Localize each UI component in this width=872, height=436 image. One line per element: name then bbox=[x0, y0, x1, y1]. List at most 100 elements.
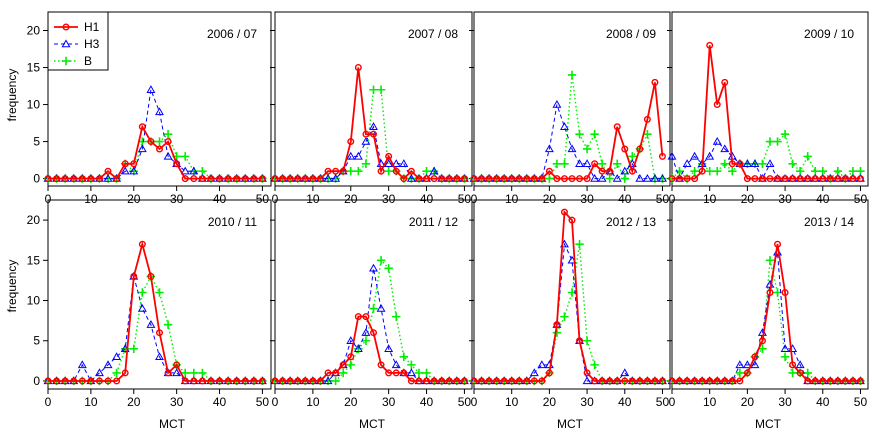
data-point-h1 bbox=[576, 175, 584, 183]
data-point-b bbox=[384, 166, 393, 176]
data-point-h3 bbox=[155, 107, 164, 116]
legend-label-h1: H1 bbox=[84, 20, 100, 34]
data-point-h1 bbox=[181, 175, 189, 183]
series-line-h3 bbox=[474, 242, 663, 382]
data-point-h3 bbox=[429, 166, 439, 175]
data-point-h1 bbox=[811, 377, 819, 385]
data-point-b bbox=[613, 159, 622, 168]
data-point-h1 bbox=[834, 377, 842, 385]
x-tick-label: 10 bbox=[505, 192, 519, 206]
data-point-h1 bbox=[354, 64, 362, 72]
data-point-h3 bbox=[667, 151, 677, 160]
data-point-h1 bbox=[651, 377, 659, 385]
data-point-h1 bbox=[841, 377, 849, 385]
data-point-h3 bbox=[795, 360, 805, 369]
data-point-h1 bbox=[668, 377, 676, 385]
y-axis-label-row-0: frequency bbox=[5, 69, 19, 122]
data-point-h3 bbox=[391, 360, 401, 369]
data-point-h1 bbox=[523, 377, 531, 385]
x-tick-label: 0 bbox=[471, 192, 478, 206]
data-point-h1 bbox=[478, 175, 486, 183]
data-point-h1 bbox=[95, 175, 103, 183]
data-point-b bbox=[198, 368, 207, 378]
data-point-h3 bbox=[612, 173, 622, 182]
data-point-h1 bbox=[190, 175, 198, 183]
data-point-b bbox=[384, 264, 393, 273]
x-tick-label: 20 bbox=[127, 192, 141, 206]
x-tick-label: 20 bbox=[543, 192, 557, 206]
data-point-h3 bbox=[77, 360, 87, 369]
data-point-h3 bbox=[552, 99, 562, 108]
data-point-h1 bbox=[286, 175, 294, 183]
series-line-h3 bbox=[48, 87, 263, 180]
data-point-h1 bbox=[370, 130, 378, 138]
data-point-b bbox=[129, 344, 138, 353]
y-tick-label: 5 bbox=[33, 334, 40, 348]
data-point-h1 bbox=[332, 167, 340, 175]
data-point-h1 bbox=[643, 115, 651, 123]
data-point-h1 bbox=[766, 175, 774, 183]
x-tick-label: 20 bbox=[741, 192, 755, 206]
data-point-h3 bbox=[94, 368, 104, 377]
data-point-h1 bbox=[316, 175, 324, 183]
data-point-h1 bbox=[294, 175, 302, 183]
data-point-h1 bbox=[324, 369, 332, 377]
data-point-h1 bbox=[493, 377, 501, 385]
data-point-h1 bbox=[515, 175, 523, 183]
data-point-h1 bbox=[658, 377, 666, 385]
data-point-h3 bbox=[559, 122, 569, 130]
data-point-h3 bbox=[353, 344, 363, 352]
data-point-b bbox=[163, 129, 173, 139]
data-point-b bbox=[773, 137, 782, 146]
data-point-h1 bbox=[538, 175, 546, 183]
data-point-h1 bbox=[400, 175, 408, 183]
data-point-h1 bbox=[849, 175, 857, 183]
data-point-h3 bbox=[346, 336, 356, 344]
data-point-h1 bbox=[781, 288, 789, 296]
data-point-h1 bbox=[339, 361, 347, 369]
data-point-h1 bbox=[332, 369, 340, 377]
series-line-b bbox=[275, 258, 465, 382]
data-point-b bbox=[803, 152, 812, 161]
y-tick-label: 0 bbox=[33, 374, 40, 388]
data-point-b bbox=[181, 368, 190, 378]
x-tick-label: 10 bbox=[84, 192, 98, 206]
data-point-h3 bbox=[720, 144, 730, 153]
x-tick-label: 10 bbox=[306, 395, 320, 409]
data-point-h1 bbox=[445, 377, 453, 385]
x-tick-label: 0 bbox=[45, 395, 52, 409]
panel-frame bbox=[274, 199, 473, 390]
data-point-b bbox=[620, 174, 629, 183]
data-point-h3 bbox=[384, 344, 394, 352]
data-point-b bbox=[597, 159, 607, 168]
panel-title: 2007 / 08 bbox=[408, 27, 458, 41]
data-point-h1 bbox=[377, 361, 385, 369]
data-point-h1 bbox=[61, 377, 69, 385]
data-point-h1 bbox=[250, 175, 258, 183]
data-point-h1 bbox=[309, 377, 317, 385]
data-point-h1 bbox=[95, 377, 103, 385]
x-tick-label: 50 bbox=[854, 192, 868, 206]
data-point-b bbox=[720, 159, 729, 168]
data-point-b bbox=[788, 368, 797, 378]
data-point-h1 bbox=[758, 175, 766, 183]
data-point-b bbox=[155, 288, 164, 297]
panel-frame bbox=[671, 199, 869, 390]
data-point-h1 bbox=[849, 377, 857, 385]
data-point-h1 bbox=[508, 377, 516, 385]
data-point-h1 bbox=[130, 160, 138, 168]
data-point-h1 bbox=[286, 377, 294, 385]
data-point-b bbox=[735, 368, 745, 378]
x-tick-label: 0 bbox=[45, 192, 52, 206]
data-point-h1 bbox=[668, 175, 676, 183]
data-point-h1 bbox=[190, 377, 198, 385]
data-point-h1 bbox=[70, 377, 78, 385]
x-tick-label: 40 bbox=[816, 192, 830, 206]
data-point-h1 bbox=[796, 175, 804, 183]
data-point-h1 bbox=[796, 369, 804, 377]
x-tick-label: 0 bbox=[669, 192, 676, 206]
x-tick-label: 50 bbox=[256, 192, 270, 206]
series-line-b bbox=[48, 133, 263, 180]
data-point-b bbox=[780, 129, 790, 139]
data-point-h3 bbox=[103, 360, 113, 369]
